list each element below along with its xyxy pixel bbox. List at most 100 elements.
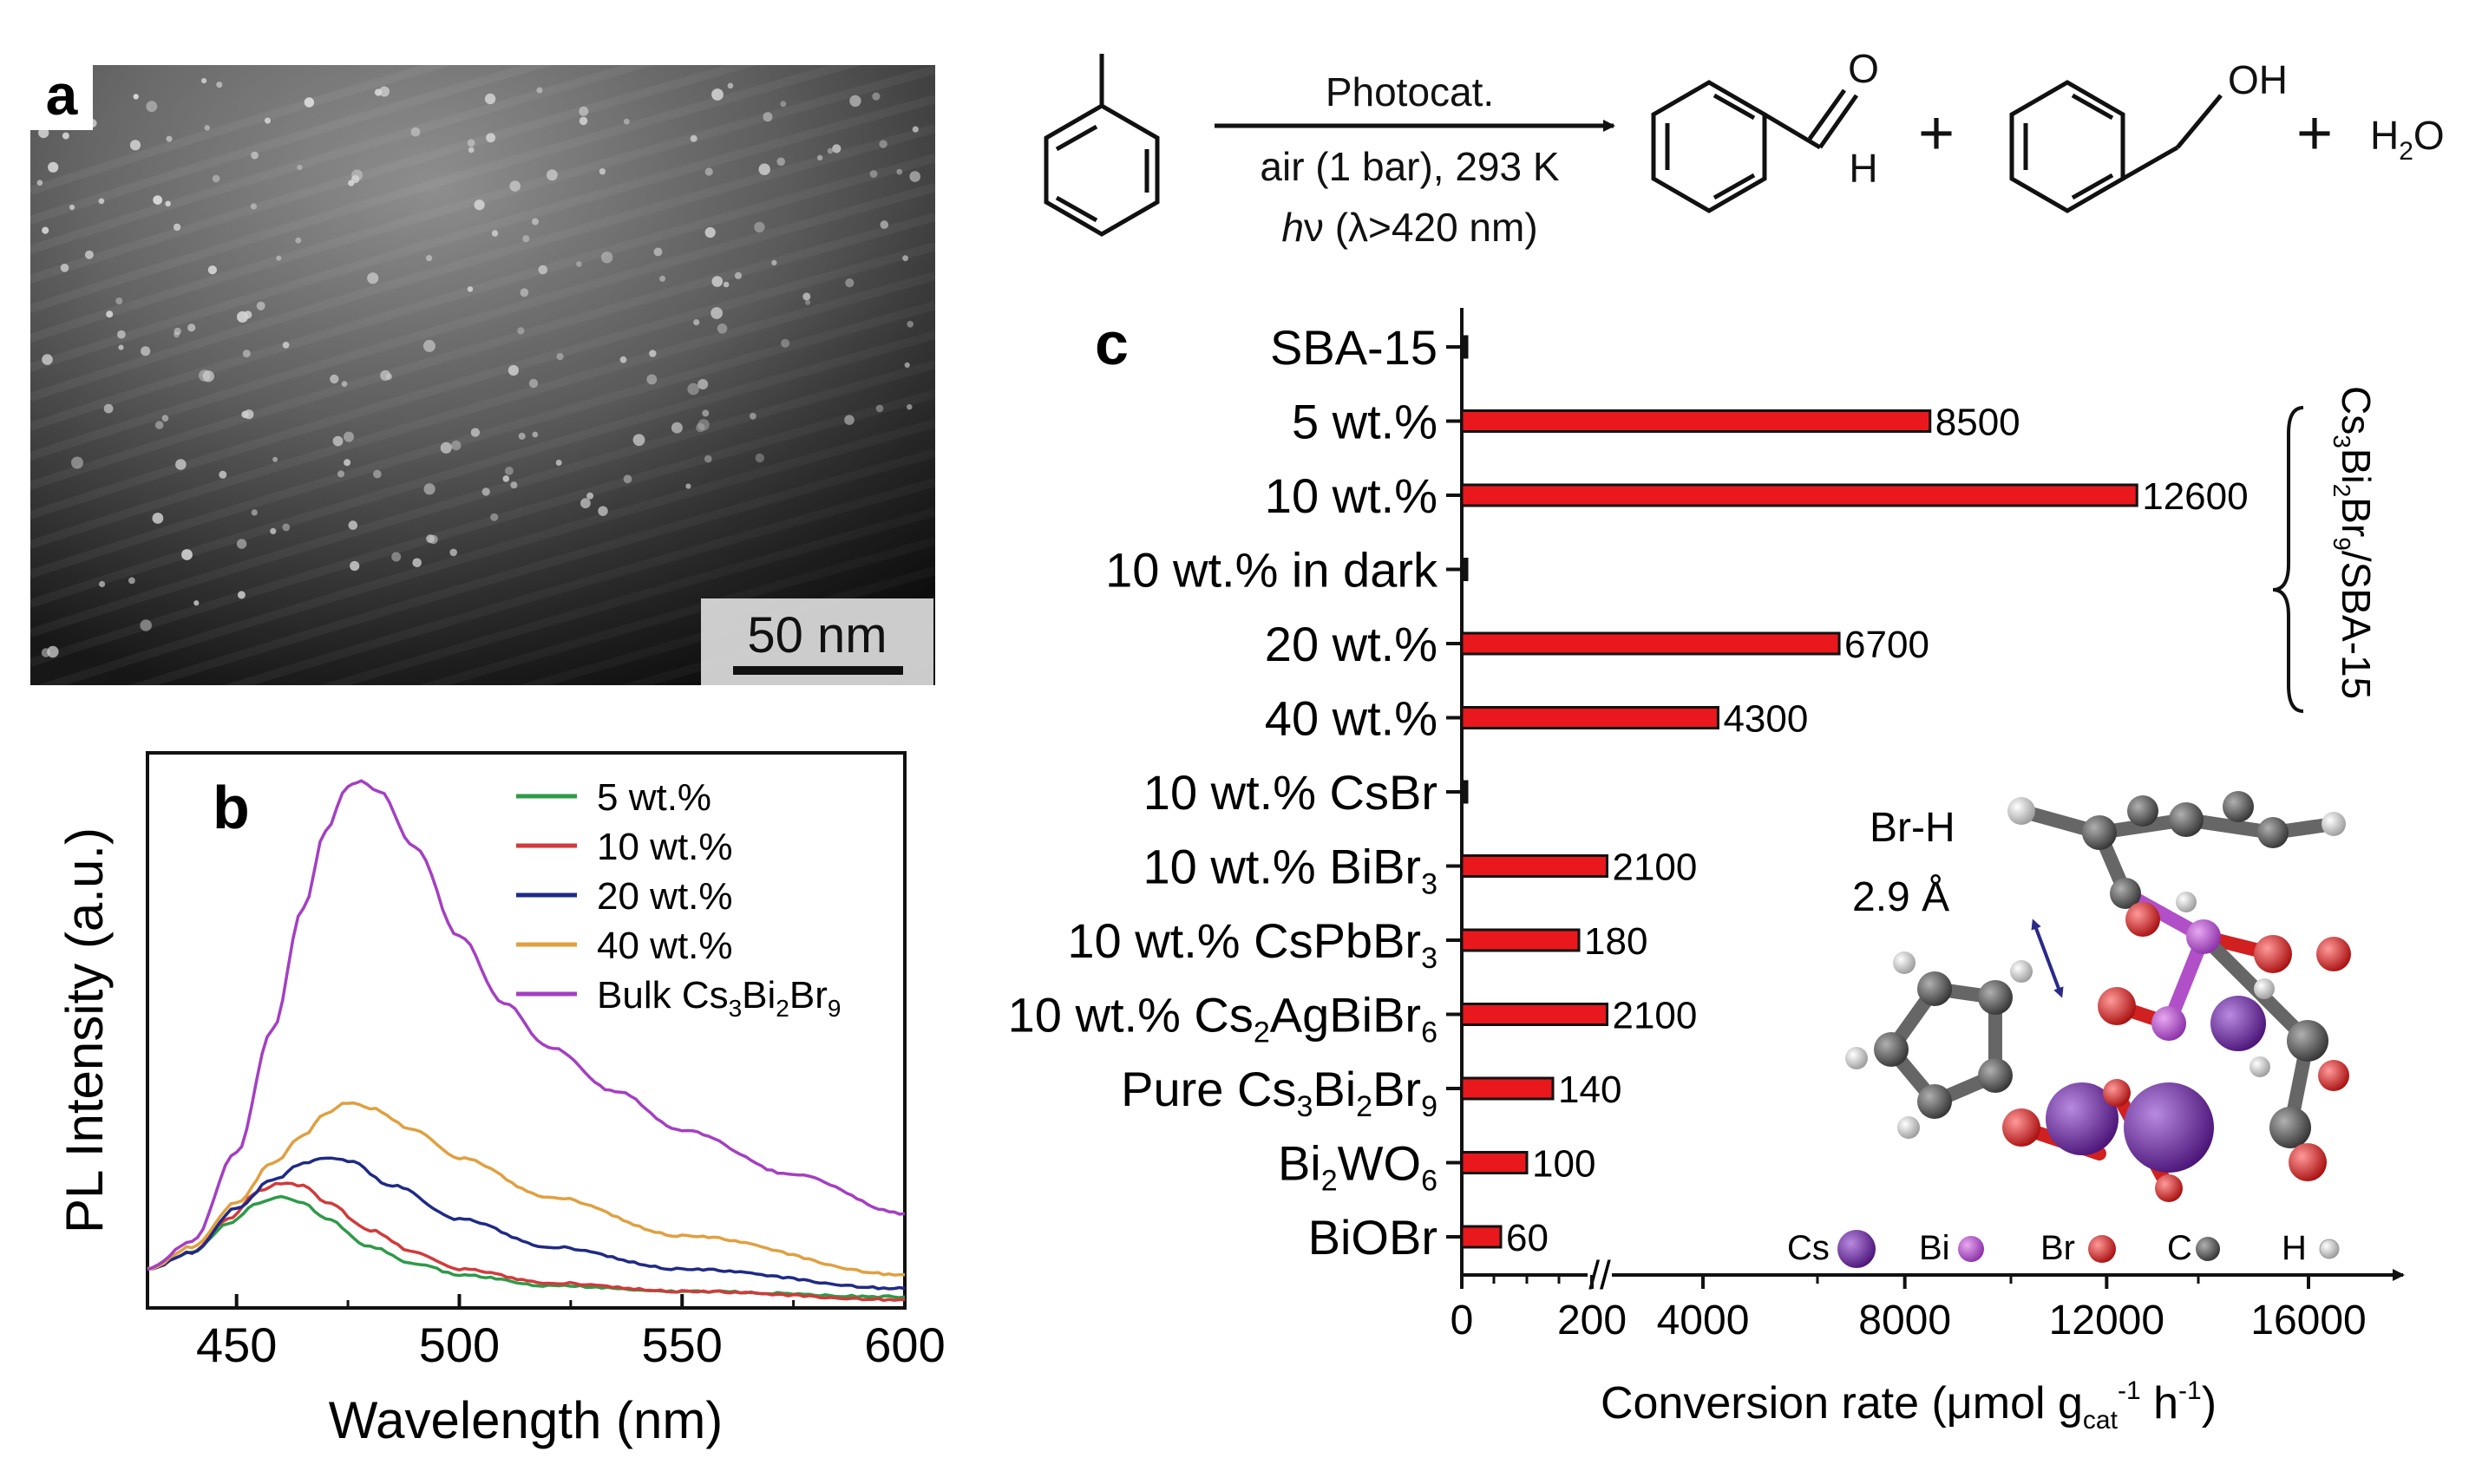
pl-curve [147, 1194, 906, 1299]
bar-10 [1460, 1076, 1555, 1101]
atom [2254, 935, 2292, 973]
category-label: Pure Cs3Bi2Br9 [1121, 1062, 1437, 1123]
atom [1917, 971, 1952, 1006]
legend-bi-ball [1958, 1236, 1984, 1262]
atom [2110, 878, 2141, 909]
panel-b-letter: b [213, 774, 250, 841]
atom [2257, 817, 2289, 848]
legend-sub: 3 [729, 995, 743, 1022]
plus-sign-1: + [1918, 99, 1955, 168]
category-text: 20 wt.% [1265, 617, 1437, 671]
atom [2098, 987, 2136, 1025]
water-sub: 2 [2399, 137, 2413, 166]
atom [2155, 1174, 2183, 1202]
atom [2007, 797, 2035, 825]
category-text: 10 wt.% CsPbBr [1067, 913, 1421, 968]
legend-text: 10 wt.% [597, 826, 733, 868]
legend-text: 20 wt.% [597, 875, 733, 918]
atom [2210, 996, 2266, 1051]
bracket-sub-9: 9 [2328, 537, 2355, 551]
panel-b-x-tick-label: 450 [196, 1317, 277, 1372]
value-label: 60 [1506, 1217, 1549, 1259]
legend-text: Bi [742, 974, 776, 1017]
category-sub: 3 [1421, 942, 1437, 975]
category-text: 5 wt.% [1292, 395, 1437, 449]
atom [2269, 1107, 2311, 1148]
atom [2046, 1082, 2119, 1155]
legend-c-ball [2196, 1237, 2220, 1261]
reaction-condition-1: air (1 bar), 293 K [1260, 144, 1559, 189]
bar-4 [1460, 631, 1841, 656]
category-label: BiOBr [1308, 1210, 1437, 1265]
atom [2318, 1060, 2349, 1091]
alcohol-oh: OH [2228, 57, 2288, 102]
value-label: 100 [1532, 1143, 1595, 1186]
value-label: 2100 [1612, 995, 1697, 1037]
atom [2151, 1006, 2186, 1041]
atom [1874, 1032, 1909, 1067]
atom [2010, 960, 2033, 983]
panel-b-curves [147, 779, 906, 1303]
category-text: 10 wt.% in dark [1105, 543, 1438, 598]
xlabel-sub: cat [2083, 1406, 2119, 1435]
category-label: 10 wt.% Cs2AgBiBr6 [1008, 988, 1437, 1049]
category-label: Bi2WO6 [1278, 1136, 1437, 1198]
composite-bracket [2272, 406, 2304, 713]
panel-b-legend: 5 wt.% 10 wt.% 20 wt.% 40 wt.% Bulk Cs3Bi2Br… [516, 776, 841, 1022]
category-text: AgBiBr [1270, 988, 1421, 1043]
category-sub: 3 [1296, 1090, 1313, 1123]
benzaldehyde-structure [1651, 80, 1859, 213]
distance-value: 2.9 Å [1852, 874, 1949, 920]
br-h-label: Br-H [1870, 805, 1955, 851]
legend-sub: 9 [828, 995, 842, 1022]
value-label: 180 [1584, 920, 1647, 963]
micrograph-stripe [29, 655, 937, 932]
legend-label: 10 wt.% [597, 826, 733, 868]
atom [1978, 1058, 2013, 1093]
legend-br-ball [2088, 1235, 2116, 1263]
micrograph-shade [30, 65, 935, 685]
bracket-sba: /SBA-15 [2334, 551, 2379, 699]
category-text: BiOBr [1308, 1210, 1437, 1265]
panel-b-x-tick-label: 550 [642, 1317, 723, 1372]
water-o: O [2413, 113, 2445, 158]
atom [2316, 937, 2351, 971]
bracket-sub-2: 2 [2328, 484, 2355, 498]
category-label: 10 wt.% in dark [1105, 543, 1438, 598]
panel-c-chart: c // SBA-155 wt.%10 wt.%10 wt.% in dark2… [1008, 308, 2405, 1435]
category-label: 20 wt.% [1265, 617, 1437, 671]
composite-label: Cs3Bi2Br9/SBA-15 [2328, 386, 2379, 699]
category-label: SBA-15 [1270, 320, 1437, 375]
panel-c-x-tick-label: 200 [1557, 1298, 1627, 1343]
category-sub: 3 [1421, 868, 1437, 901]
scale-bar-label: 50 nm [747, 607, 887, 664]
legend-br-label: Br [2040, 1229, 2075, 1267]
value-label: 6700 [1844, 624, 1929, 666]
bracket-bi: Bi [2334, 448, 2379, 484]
legend-label: Bulk Cs3Bi2Br9 [597, 974, 841, 1022]
atom [2124, 1082, 2214, 1173]
aldehyde-hydrogen: H [1849, 146, 1877, 191]
value-label: 8500 [1935, 402, 2020, 444]
xlabel-prefix: Conversion rate (μmol g [1601, 1378, 2083, 1428]
category-text: 10 wt.% [1265, 468, 1437, 523]
category-sub: 6 [1421, 1017, 1437, 1049]
bar-11 [1460, 1151, 1529, 1174]
category-text: WO [1338, 1136, 1421, 1191]
panel-b-chart: 450 500 550 600 b Wavelength (nm) PL Intens… [56, 751, 946, 1449]
atom [2289, 1143, 2327, 1181]
bar-12 [1460, 1225, 1503, 1249]
bar-9 [1460, 1003, 1608, 1026]
bar-0 [1460, 335, 1469, 359]
legend-text: Br [789, 974, 828, 1017]
bar-3 [1460, 558, 1469, 581]
category-sub: 2 [1356, 1090, 1372, 1123]
atom-legend: Cs Bi Br C H [1787, 1229, 2340, 1268]
xlabel-sup2: -1 [2178, 1376, 2202, 1405]
panel-c-x-tick-label: 4000 [1657, 1298, 1750, 1343]
reaction-condition-2: hν (λ>420 nm) [1281, 205, 1537, 250]
atom [1978, 980, 2013, 1015]
aldehyde-oxygen: O [1848, 46, 1879, 91]
atom [2002, 1108, 2040, 1147]
